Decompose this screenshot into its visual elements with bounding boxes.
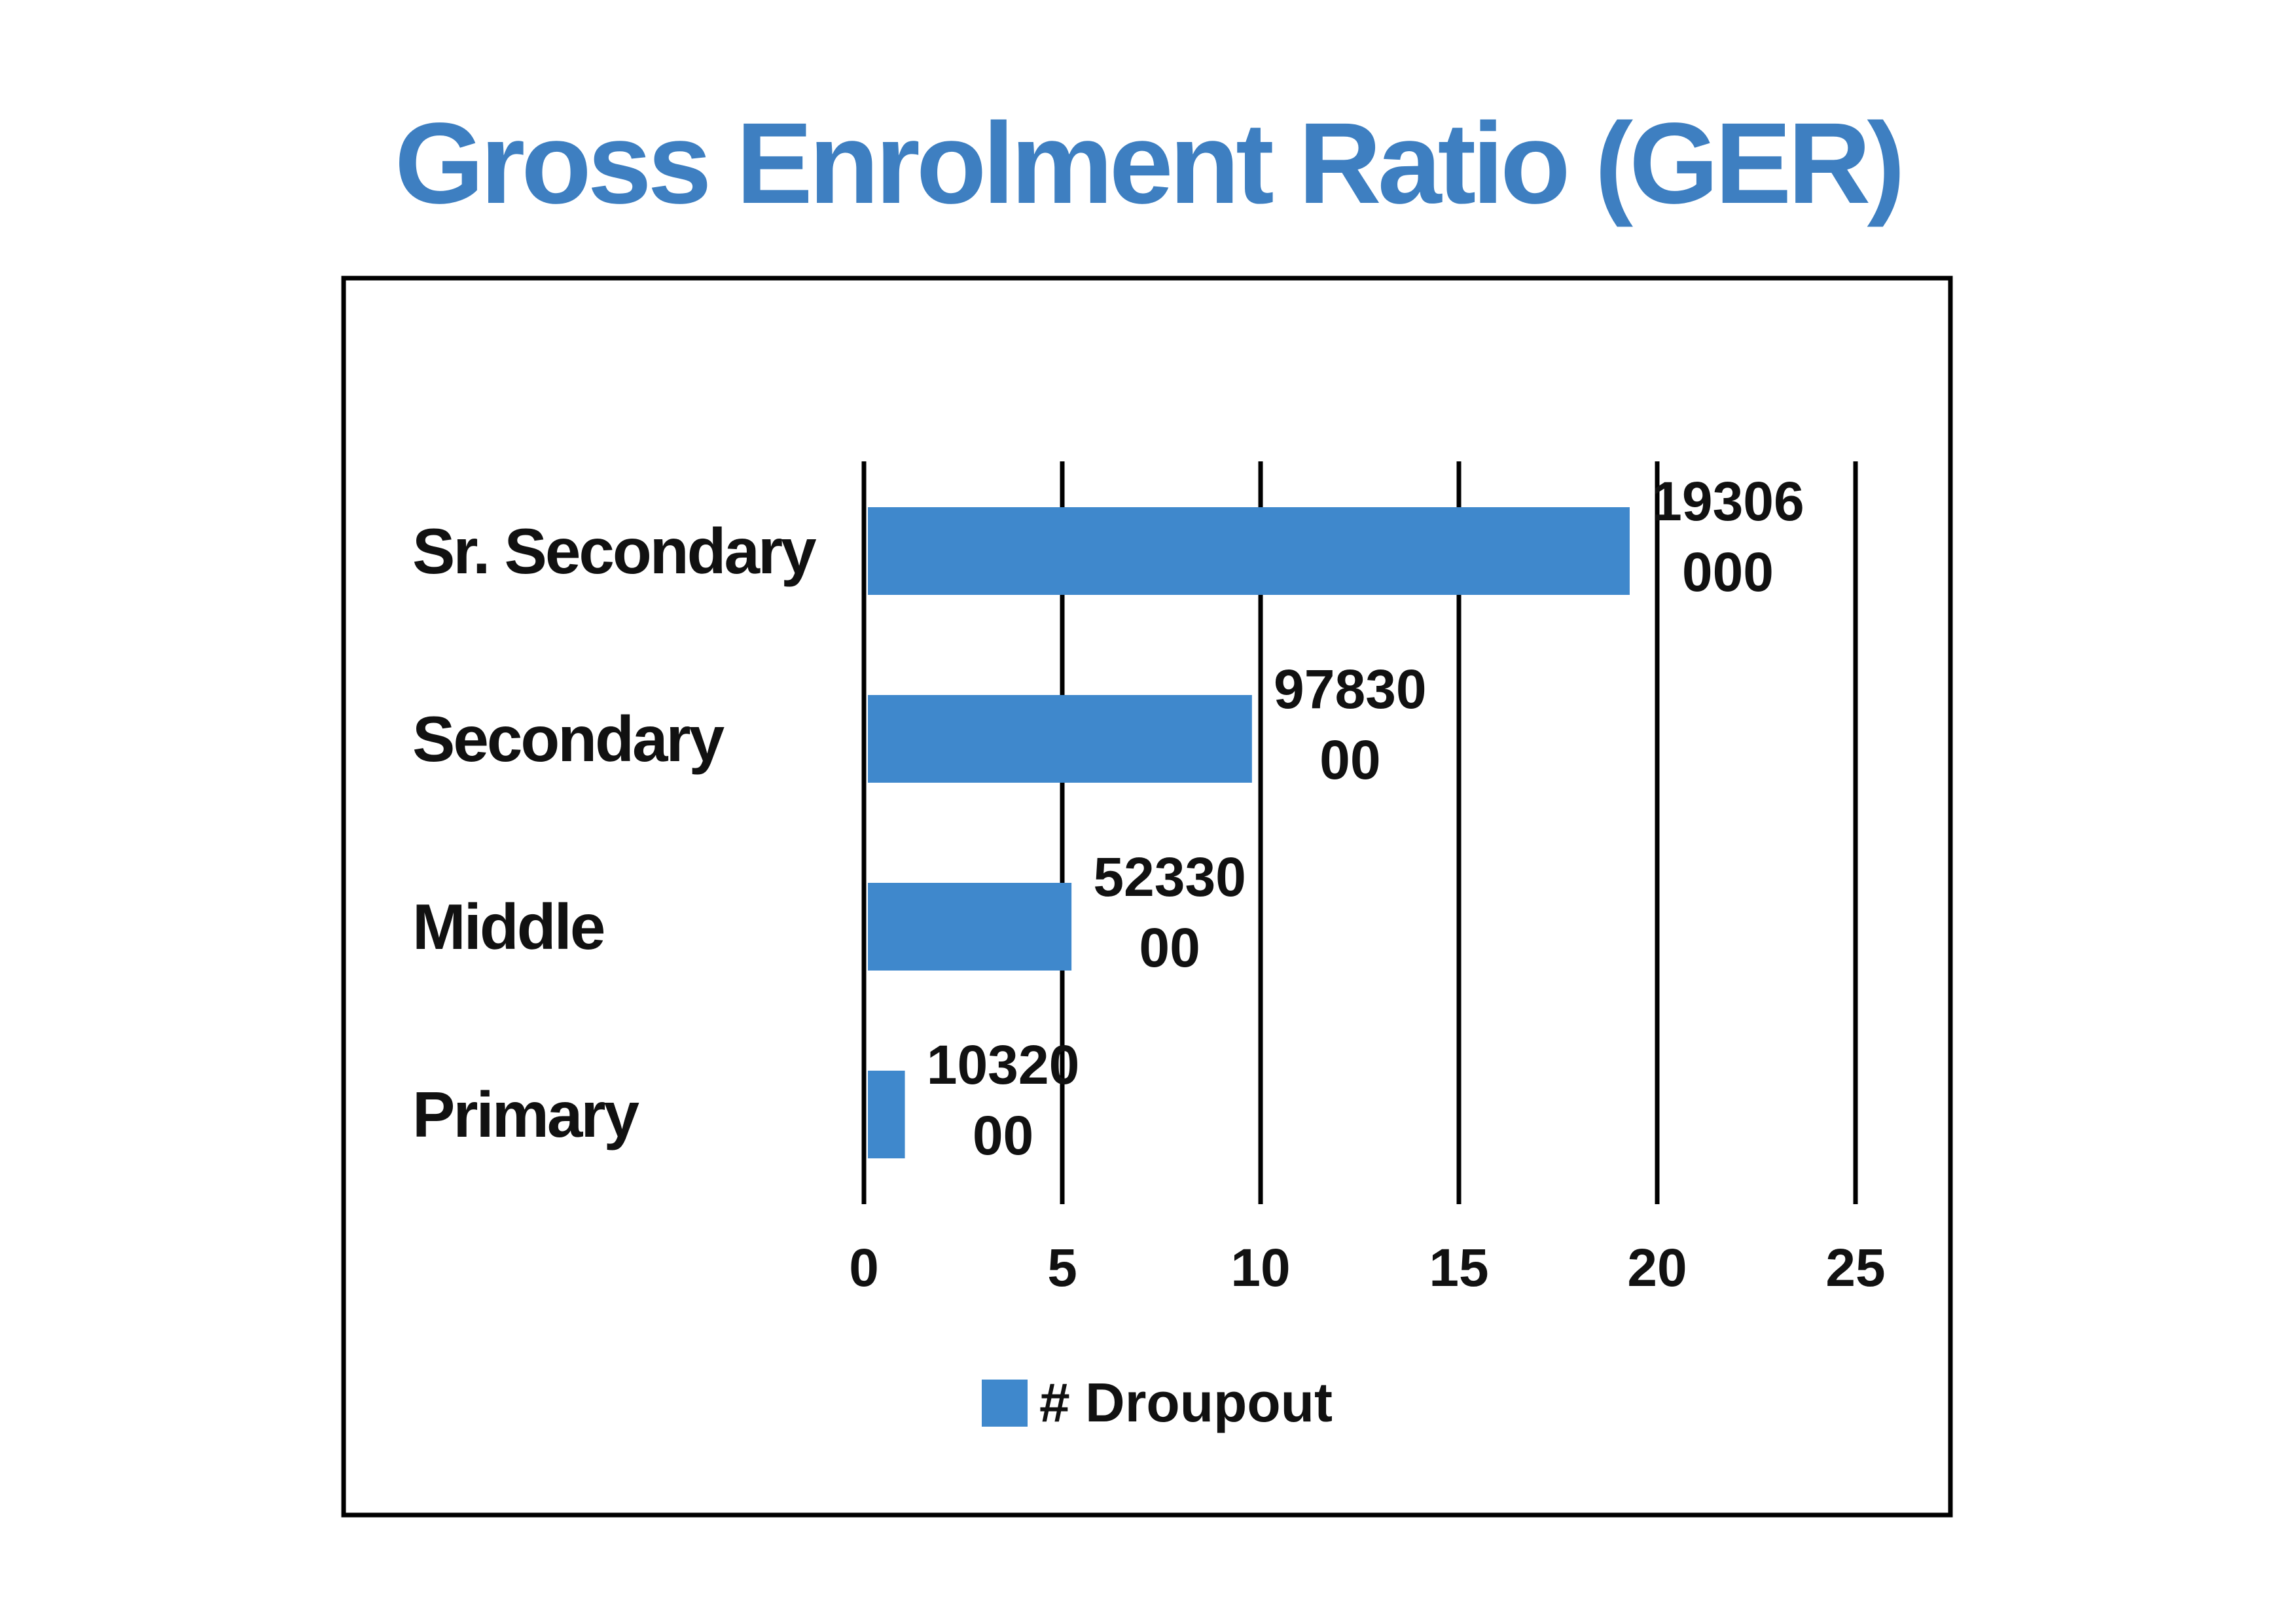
category-label: Primary (412, 1079, 639, 1150)
data-label: 19306 000 (1651, 471, 1804, 603)
bar (868, 883, 1072, 971)
category-label: Secondary (412, 703, 725, 775)
bar (868, 695, 1252, 783)
data-label: 97830 00 (1274, 658, 1427, 791)
labels: 0 5 10 15 20 25 Sr. Secondary 19306 000 Secondary… (412, 471, 1886, 1298)
data-label: 52330 00 (1093, 846, 1246, 978)
legend-label: # Droupout (1039, 1372, 1333, 1433)
x-tick-label: 10 (1230, 1238, 1290, 1298)
x-tick-label: 20 (1627, 1238, 1687, 1298)
x-tick-label: 25 (1825, 1238, 1885, 1298)
legend: # Droupout (982, 1372, 1333, 1433)
x-tick-label: 15 (1429, 1238, 1488, 1298)
x-tick-label: 5 (1047, 1238, 1077, 1298)
bars (868, 507, 1630, 1158)
chart-title: Gross Enrolment Ratio (GER) (394, 99, 1905, 228)
bar (868, 1071, 905, 1158)
legend-swatch (982, 1380, 1028, 1427)
category-label: Middle (412, 891, 604, 963)
category-label: Sr. Secondary (412, 515, 816, 587)
x-tick-label: 0 (849, 1238, 879, 1298)
chart-frame (341, 276, 1953, 1518)
bar (868, 507, 1630, 595)
data-label: 10320 00 (927, 1034, 1080, 1166)
